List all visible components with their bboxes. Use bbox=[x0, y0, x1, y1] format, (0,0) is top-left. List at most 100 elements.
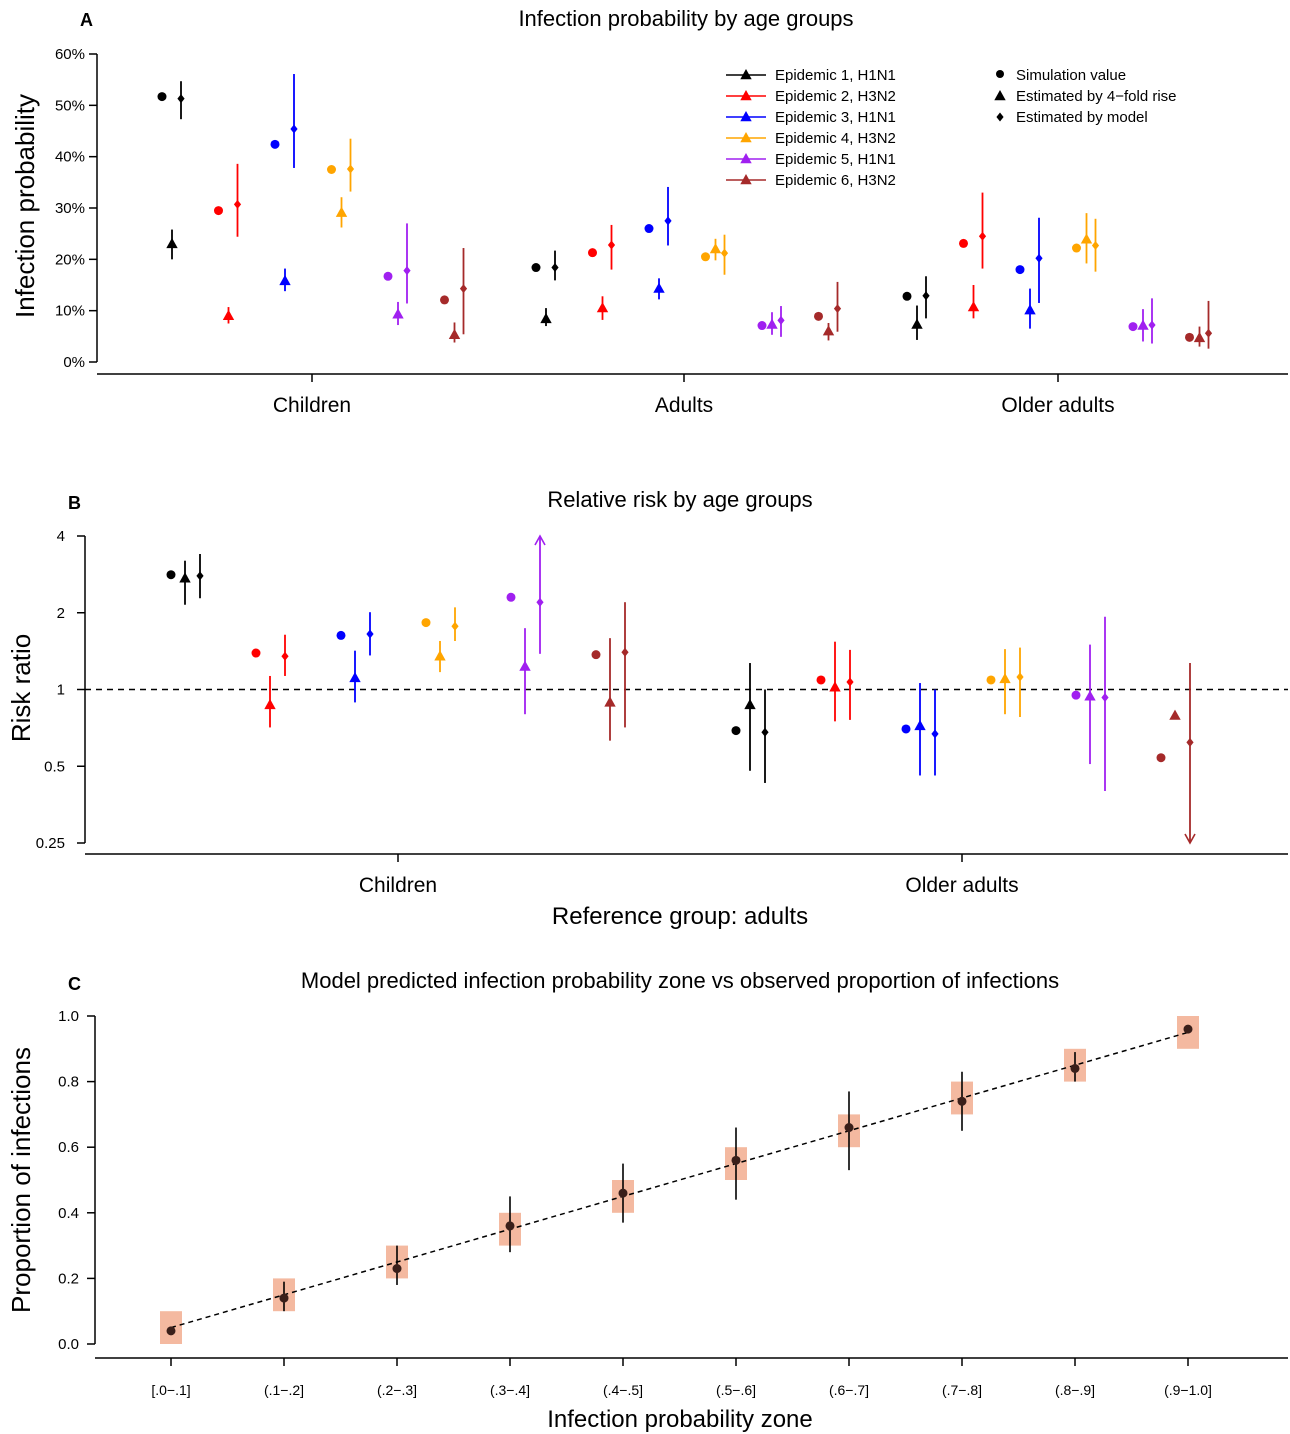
panel-c: C Model predicted infection probability … bbox=[6, 968, 1288, 1433]
panel-a-model-point bbox=[664, 216, 672, 226]
panel-b-axes: 0.25 0.5 1 2 4 Children Older adults bbox=[36, 528, 1288, 897]
panel-a-simulation-point bbox=[902, 291, 912, 301]
panel-b-ylabel: Risk ratio bbox=[6, 634, 36, 742]
panel-b-simulation-point bbox=[251, 648, 261, 658]
panel-a-model-point bbox=[403, 266, 411, 276]
panel-a-simulation-point bbox=[1072, 243, 1081, 253]
panel-b-arrow-down bbox=[1184, 833, 1196, 845]
panel-a-model-point bbox=[1148, 320, 1156, 330]
panel-b-category-label: Children bbox=[359, 874, 437, 897]
panel-a-simulation-point bbox=[440, 295, 449, 305]
panel-b-simulation-point bbox=[591, 650, 601, 660]
panel-a-model-point bbox=[177, 94, 185, 104]
panel-a-model-point bbox=[290, 124, 298, 134]
panel-b-y-tick-label: 1 bbox=[57, 682, 65, 699]
panel-a-fold-point bbox=[967, 301, 980, 312]
legend-epidemic-label: Epidemic 5, H1N1 bbox=[775, 151, 896, 168]
panel-b-fold-point bbox=[744, 698, 756, 710]
panel-c-ylabel: Proportion of infections bbox=[6, 1047, 36, 1313]
panel-a-fold-point bbox=[540, 312, 552, 324]
panel-c-y-tick-label: 0.8 bbox=[58, 1074, 79, 1091]
panel-a-simulation-point bbox=[531, 263, 541, 273]
panel-a-category-label: Older adults bbox=[1001, 394, 1114, 417]
panel-b-category-label: Older adults bbox=[905, 874, 1018, 897]
panel-b-model-point bbox=[1101, 693, 1109, 703]
panel-c-observed-point bbox=[957, 1096, 967, 1106]
panel-a-simulation-point bbox=[270, 139, 280, 149]
panel-c-zone-label: (.1−.2] bbox=[264, 1382, 304, 1398]
legend-epidemic-marker bbox=[740, 111, 752, 122]
panel-a-simulation-point bbox=[1128, 322, 1138, 332]
panel-a-model-point bbox=[459, 284, 468, 294]
panel-b: B Relative risk by age groups Risk ratio… bbox=[6, 487, 1288, 930]
panel-b-title: Relative risk by age groups bbox=[547, 487, 812, 512]
panel-c-observed-point bbox=[1070, 1063, 1080, 1073]
panel-b-simulation-point bbox=[166, 570, 176, 580]
panel-a-simulation-point bbox=[214, 206, 223, 216]
panel-c-zone-label: (.7−.8] bbox=[942, 1382, 982, 1398]
panel-c-observed-point bbox=[618, 1188, 628, 1198]
legend-simulation-label: Simulation value bbox=[1016, 67, 1126, 84]
panel-a-category-label: Children bbox=[273, 394, 351, 417]
panel-a-simulation-point bbox=[757, 321, 767, 331]
panel-a-model-point bbox=[720, 248, 729, 258]
panel-a-y-tick-label: 50% bbox=[55, 97, 85, 114]
panel-b-model-point bbox=[451, 621, 459, 631]
panel-c-diagonal-line bbox=[170, 1031, 1189, 1329]
legend-fold-label: Estimated by 4−fold rise bbox=[1016, 88, 1177, 105]
panel-b-fold-point bbox=[1084, 690, 1096, 701]
panel-b-marks bbox=[166, 534, 1196, 845]
panel-letter-a: A bbox=[80, 10, 93, 30]
panel-a-y-tick-label: 60% bbox=[55, 46, 85, 63]
panel-a-fold-point bbox=[1024, 304, 1036, 315]
panel-a-marks bbox=[157, 74, 1213, 349]
panel-b-fold-point bbox=[349, 671, 361, 683]
panel-b-fold-point bbox=[179, 572, 191, 583]
panel-c-zone-label: (.5−.6] bbox=[716, 1382, 756, 1398]
panel-a-fold-point bbox=[596, 302, 609, 313]
panel-a-simulation-point bbox=[814, 311, 823, 321]
panel-c-y-tick-label: 1.0 bbox=[58, 1008, 79, 1025]
panel-a-y-tick-label: 40% bbox=[55, 149, 85, 166]
panel-a-simulation-point bbox=[383, 271, 393, 281]
panel-a-model-point bbox=[1035, 253, 1043, 263]
panel-c-y-tick-label: 0.6 bbox=[58, 1139, 79, 1156]
panel-letter-b: B bbox=[68, 493, 81, 513]
panel-a-ylabel: Infection probability bbox=[10, 94, 40, 318]
legend-epidemic-label: Epidemic 6, H3N2 bbox=[775, 172, 896, 189]
panel-b-fold-point bbox=[1169, 709, 1181, 720]
legend-epidemic-marker bbox=[740, 90, 752, 101]
panel-b-model-point bbox=[281, 651, 289, 661]
panel-a-category-label: Adults bbox=[655, 394, 713, 417]
panel-a-fold-point bbox=[166, 237, 178, 249]
panel-a-model-point bbox=[777, 315, 785, 325]
panel-a-fold-point bbox=[1193, 331, 1206, 343]
legend-epidemic-label: Epidemic 4, H3N2 bbox=[775, 130, 896, 147]
panel-c-title: Model predicted infection probability zo… bbox=[301, 968, 1059, 993]
panel-a-y-tick-label: 0% bbox=[63, 354, 85, 371]
panel-b-model-point bbox=[196, 571, 204, 581]
panel-letter-c: C bbox=[68, 974, 81, 994]
panel-b-fold-point bbox=[264, 698, 276, 710]
panel-c-observed-point bbox=[279, 1293, 289, 1303]
panel-a-model-point bbox=[1204, 328, 1213, 338]
legend-epidemic-label: Epidemic 3, H1N1 bbox=[775, 109, 896, 126]
panel-a-fold-point bbox=[222, 309, 235, 320]
panel-c-zone-label: (.2−.3] bbox=[377, 1382, 417, 1398]
panel-c-observed-point bbox=[1183, 1024, 1193, 1034]
legend-epidemic-label: Epidemic 1, H1N1 bbox=[775, 67, 896, 84]
panel-a-y-tick-label: 20% bbox=[55, 251, 85, 268]
panel-b-simulation-point bbox=[421, 618, 431, 628]
panel-c-observed-point bbox=[731, 1155, 741, 1165]
panel-a-simulation-point bbox=[1015, 265, 1025, 275]
panel-a-fold-point bbox=[392, 308, 404, 319]
panel-b-simulation-point bbox=[816, 675, 826, 685]
panel-a-simulation-point bbox=[327, 165, 336, 174]
panel-a-model-point bbox=[607, 240, 616, 250]
panel-b-fold-point bbox=[999, 672, 1011, 684]
panel-b-fold-point bbox=[604, 696, 616, 707]
panel-a-y-tick-label: 30% bbox=[55, 200, 85, 217]
panel-a-simulation-point bbox=[644, 224, 654, 234]
panel-a-fold-point bbox=[335, 206, 348, 217]
